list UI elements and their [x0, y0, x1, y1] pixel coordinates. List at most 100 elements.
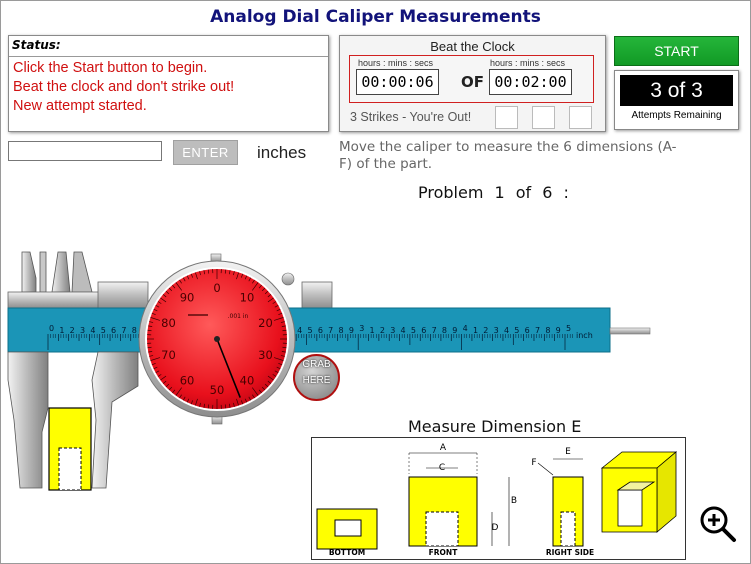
elapsed-caption: hours : mins : secs: [358, 58, 434, 68]
dial-number: 50: [210, 383, 225, 397]
dim-d-label: D: [492, 523, 499, 533]
scale-tenth-label: 4: [504, 326, 509, 335]
scale-tenth-label: 6: [111, 326, 116, 335]
scale-tenth-label: 5: [308, 326, 313, 335]
elapsed-time: 00:00:06: [356, 69, 439, 95]
scale-tenth-label: 8: [132, 326, 137, 335]
scale-tenth-label: 2: [70, 326, 75, 335]
strikes-label: 3 Strikes - You're Out!: [350, 110, 472, 124]
of-label: OF: [461, 73, 484, 91]
dim-a-label: A: [440, 443, 447, 453]
isometric-view: [600, 451, 678, 533]
dial-number: 0: [213, 281, 220, 295]
zoom-in-icon[interactable]: [697, 503, 737, 543]
depth-rod: [609, 327, 651, 335]
limit-caption: hours : mins : secs: [490, 58, 566, 68]
dial-number: 60: [180, 373, 195, 387]
grab-label: GRAB: [302, 359, 331, 370]
scale-tenth-label: 4: [297, 326, 302, 335]
start-button[interactable]: START: [614, 36, 739, 66]
enter-button[interactable]: ENTER: [173, 140, 238, 165]
scale-tenth-label: 3: [390, 326, 395, 335]
lower-jaws: [7, 351, 139, 489]
beat-the-clock-panel: Beat the Clock hours : mins : secs 00:00…: [339, 35, 606, 132]
status-line: New attempt started.: [13, 98, 147, 114]
dial-needle: [216, 338, 241, 398]
app-title: Analog Dial Caliper Measurements: [210, 7, 541, 27]
dial-number: 80: [161, 316, 176, 330]
dial-number: 70: [161, 348, 176, 362]
scale-tenth-label: 5: [514, 326, 519, 335]
dim-e-label: E: [565, 447, 571, 457]
scale-tenth-label: 6: [525, 326, 530, 335]
status-divider: [9, 56, 328, 57]
attempts-label: Attempts Remaining: [631, 110, 722, 121]
instruction-text: Move the caliper to measure the 6 dimens…: [339, 139, 677, 172]
scale-tenth-label: 3: [80, 326, 85, 335]
scale-tenth-label: 1: [59, 326, 64, 335]
answer-input[interactable]: [8, 141, 162, 161]
clock-timer-box: hours : mins : secs 00:00:06 OF hours : …: [349, 55, 594, 103]
bottom-view: BOTTOM: [316, 508, 378, 557]
units-label: inches: [257, 143, 307, 162]
scale-tenth-label: 1: [370, 326, 375, 335]
right-side-view: E F RIGHT SIDE: [531, 447, 594, 557]
scale-tenth-label: 8: [545, 326, 550, 335]
part-drawing: BOTTOM A C B D FRONT E F RIGHT SIDE: [311, 437, 686, 560]
scale-tenth-label: 7: [121, 326, 126, 335]
part-drawing-svg: BOTTOM A C B D FRONT E F RIGHT SIDE: [316, 443, 678, 557]
dial-number: 20: [258, 316, 273, 330]
status-label: Status:: [12, 38, 61, 52]
scale-tenth-label: 7: [328, 326, 333, 335]
status-line: Click the Start button to begin.: [13, 60, 208, 76]
scale-tenth-label: 4: [90, 326, 95, 335]
scale-tenth-label: 5: [411, 326, 416, 335]
problem-counter: Problem 1 of 6 :: [418, 183, 569, 202]
main-scale: [7, 307, 611, 353]
scale-tenth-label: 8: [442, 326, 447, 335]
dial-unit-label: .001 in: [228, 313, 249, 320]
scale-tenth-label: 7: [432, 326, 437, 335]
scale-tenth-label: 3: [494, 326, 499, 335]
scale-tenth-label: 6: [318, 326, 323, 335]
attempts-count: 3 of 3: [620, 75, 733, 106]
slider-body: [97, 281, 149, 309]
dial-number: 30: [258, 348, 273, 362]
scale-tenth-label: 2: [483, 326, 488, 335]
scale-tenth-label: 2: [380, 326, 385, 335]
time-limit: 00:02:00: [489, 69, 572, 95]
front-view-label: FRONT: [429, 548, 459, 557]
front-view: A C B D FRONT: [408, 443, 517, 557]
grab-here-thumbwheel[interactable]: GRAB HERE: [293, 354, 340, 401]
dial-number: 10: [240, 291, 255, 305]
measure-dimension-title: Measure Dimension E: [408, 417, 582, 436]
strike-box-3: [569, 106, 592, 129]
attempts-panel: 3 of 3 Attempts Remaining: [614, 70, 739, 130]
scale-tenth-label: 9: [556, 326, 561, 335]
scale-tenth-label: 4: [401, 326, 406, 335]
scale-tenth-label: 5: [101, 326, 106, 335]
scale-tenth-label: 1: [473, 326, 478, 335]
scale-tenth-label: 6: [421, 326, 426, 335]
status-panel: Status: Click the Start button to begin.…: [8, 35, 329, 132]
dial-hub: [214, 336, 220, 342]
dim-c-label: C: [439, 463, 445, 473]
dial-number: 40: [240, 373, 255, 387]
slider-body-right: [301, 281, 333, 309]
dim-f-label: F: [531, 458, 536, 468]
scale-tenth-label: 7: [535, 326, 540, 335]
bottom-view-label: BOTTOM: [329, 548, 365, 557]
dim-b-label: B: [511, 496, 517, 506]
dial-caliper: 0123456789112345678921234567893123456789…: [7, 251, 651, 491]
strike-box-1: [495, 106, 518, 129]
scale-unit-label: inch: [576, 331, 593, 340]
clock-title: Beat the Clock: [430, 39, 515, 54]
scale-tenth-label: 9: [349, 326, 354, 335]
dial-number: 90: [180, 291, 195, 305]
upper-jaws: [21, 251, 93, 293]
here-label: HERE: [302, 375, 331, 386]
scale-tenth-label: 9: [452, 326, 457, 335]
measured-part: [48, 407, 92, 491]
scale-inch-label: 5: [566, 324, 571, 333]
